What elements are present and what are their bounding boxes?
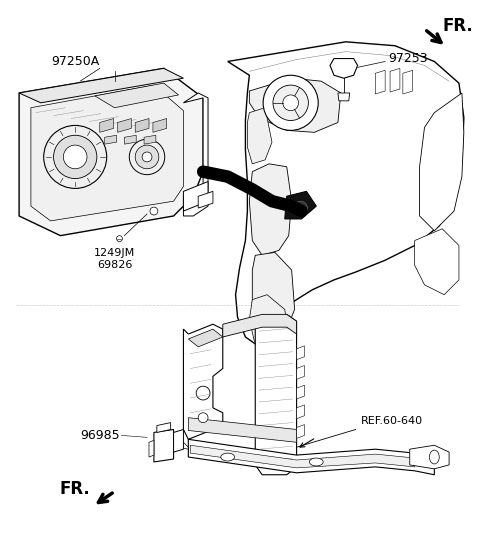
- Ellipse shape: [430, 450, 439, 464]
- Polygon shape: [135, 118, 149, 132]
- Text: FR.: FR.: [442, 17, 473, 35]
- Polygon shape: [297, 405, 304, 419]
- Circle shape: [135, 145, 159, 169]
- Text: 97253: 97253: [388, 52, 428, 65]
- Polygon shape: [183, 324, 223, 439]
- Polygon shape: [247, 108, 272, 164]
- Polygon shape: [118, 118, 131, 132]
- Ellipse shape: [221, 453, 235, 461]
- Polygon shape: [154, 429, 174, 462]
- Polygon shape: [19, 68, 203, 236]
- Polygon shape: [190, 445, 415, 468]
- Polygon shape: [330, 58, 358, 78]
- Polygon shape: [420, 93, 464, 231]
- Polygon shape: [252, 252, 295, 339]
- Circle shape: [117, 236, 122, 241]
- Polygon shape: [124, 136, 136, 144]
- Polygon shape: [198, 191, 213, 208]
- Polygon shape: [285, 191, 316, 219]
- Polygon shape: [297, 385, 304, 399]
- Ellipse shape: [310, 458, 323, 466]
- Polygon shape: [95, 83, 179, 108]
- Polygon shape: [297, 346, 304, 360]
- Polygon shape: [223, 315, 297, 337]
- Polygon shape: [403, 71, 413, 94]
- Polygon shape: [188, 439, 434, 475]
- Text: FR.: FR.: [59, 480, 90, 498]
- Polygon shape: [338, 93, 350, 101]
- Polygon shape: [144, 136, 156, 144]
- Circle shape: [63, 145, 87, 169]
- Polygon shape: [249, 295, 288, 351]
- Text: 97250A: 97250A: [51, 55, 99, 68]
- Polygon shape: [188, 418, 297, 442]
- Polygon shape: [255, 315, 297, 475]
- Polygon shape: [100, 118, 114, 132]
- Polygon shape: [415, 229, 459, 295]
- Circle shape: [196, 386, 210, 400]
- Polygon shape: [153, 118, 167, 132]
- Polygon shape: [19, 68, 183, 103]
- Circle shape: [44, 126, 107, 188]
- Circle shape: [294, 201, 307, 215]
- Polygon shape: [183, 181, 208, 211]
- Polygon shape: [375, 71, 385, 94]
- Polygon shape: [149, 440, 154, 457]
- Polygon shape: [105, 136, 117, 144]
- Circle shape: [129, 139, 165, 175]
- Polygon shape: [297, 425, 304, 439]
- Polygon shape: [157, 423, 170, 433]
- Text: 1249JM: 1249JM: [94, 249, 135, 258]
- Text: 69826: 69826: [97, 260, 132, 270]
- Polygon shape: [410, 445, 449, 469]
- Polygon shape: [31, 85, 183, 221]
- Polygon shape: [297, 365, 304, 379]
- Polygon shape: [390, 68, 400, 92]
- Polygon shape: [249, 78, 341, 132]
- Circle shape: [54, 136, 97, 179]
- Circle shape: [273, 85, 308, 121]
- Circle shape: [283, 95, 299, 111]
- Polygon shape: [228, 42, 464, 344]
- Polygon shape: [249, 164, 292, 255]
- Circle shape: [142, 152, 152, 162]
- Circle shape: [263, 75, 318, 131]
- Circle shape: [150, 207, 158, 215]
- Polygon shape: [183, 93, 208, 216]
- Polygon shape: [188, 329, 223, 347]
- Text: 96985: 96985: [80, 429, 120, 442]
- Polygon shape: [174, 429, 183, 452]
- Circle shape: [198, 413, 208, 423]
- Text: REF.60-640: REF.60-640: [360, 415, 423, 425]
